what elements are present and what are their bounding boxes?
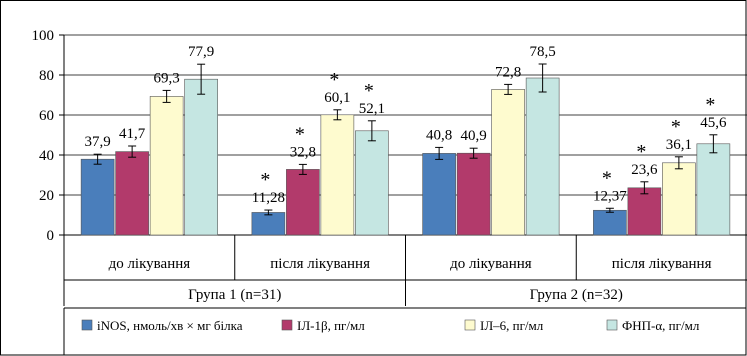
group-label: Група 1 (n=31): [188, 287, 281, 303]
data-label: 69,3: [154, 70, 180, 86]
data-label: 78,5: [530, 44, 556, 60]
bar: [320, 114, 355, 236]
data-label: 32,8: [290, 144, 316, 160]
significance-star: *: [260, 169, 270, 191]
category-label: до лікування: [450, 256, 532, 272]
data-label: 11,28: [252, 190, 285, 206]
legend-swatch: [464, 319, 476, 331]
significance-star: *: [329, 69, 339, 91]
group-label: Група 2 (n=32): [530, 287, 623, 303]
bar: [491, 89, 525, 236]
legend-swatch: [81, 319, 93, 331]
significance-star: *: [602, 167, 612, 189]
legend-label: ІЛ–6, пг/мл: [480, 318, 544, 333]
data-label: 40,9: [461, 128, 487, 144]
y-tick-label: 0: [47, 228, 55, 244]
y-tick-label: 60: [39, 108, 54, 124]
legend-swatch: [606, 319, 618, 331]
bar: [627, 187, 662, 236]
significance-star: *: [364, 80, 374, 102]
data-label: 40,8: [426, 127, 452, 143]
data-label: 72,8: [495, 64, 521, 80]
category-label: після лікування: [612, 256, 712, 272]
category-label: після лікування: [270, 256, 370, 272]
data-label: 60,1: [324, 90, 350, 106]
bar: [662, 162, 696, 236]
bar: [149, 96, 184, 236]
data-label: 77,9: [188, 44, 214, 60]
data-label: 52,1: [359, 101, 385, 117]
data-label: 23,6: [631, 162, 658, 178]
legend-label: ІЛ-1β, пг/мл: [297, 318, 365, 333]
bar: [696, 143, 731, 236]
bar: [456, 152, 491, 236]
data-label: 36,1: [666, 137, 692, 153]
bar: [80, 158, 115, 236]
legend-label: ФНП-α, пг/мл: [622, 318, 700, 333]
bar: [286, 169, 320, 236]
bar: [251, 212, 286, 236]
legend-label: iNOS, нмоль/хв × мг білка: [97, 318, 243, 333]
bar: [355, 130, 389, 236]
y-tick-label: 20: [39, 188, 54, 204]
legend-swatch: [281, 319, 293, 331]
category-label: до лікування: [109, 256, 191, 272]
data-label: 41,7: [119, 126, 146, 142]
significance-star: *: [295, 123, 305, 145]
bar: [115, 151, 149, 236]
bar: [525, 77, 560, 236]
bar: [593, 209, 627, 236]
data-label: 12,37: [593, 188, 627, 204]
data-label: 37,9: [85, 134, 111, 150]
significance-star: *: [671, 116, 681, 138]
bar: [422, 153, 456, 236]
significance-star: *: [705, 94, 715, 116]
data-label: 45,6: [700, 115, 727, 131]
y-tick-label: 100: [32, 28, 55, 44]
bar: [184, 78, 218, 236]
significance-star: *: [636, 141, 646, 163]
y-tick-label: 80: [39, 68, 54, 84]
y-tick-label: 40: [39, 148, 54, 164]
